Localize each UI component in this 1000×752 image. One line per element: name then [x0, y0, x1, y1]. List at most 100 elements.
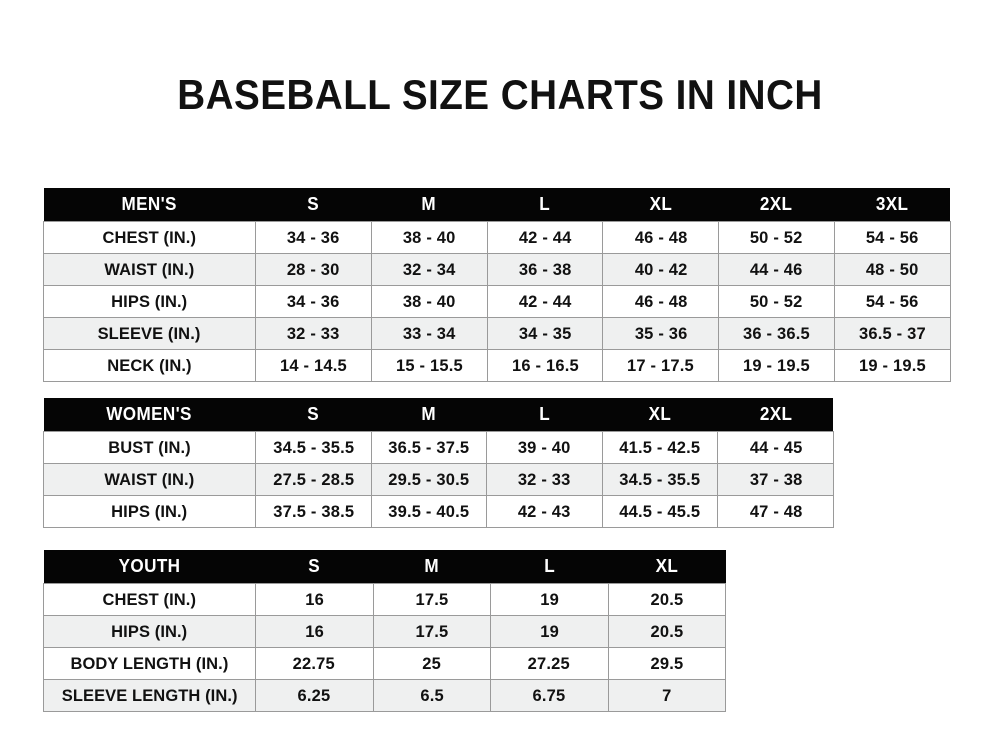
row-label: HIPS (IN.)	[43, 615, 256, 648]
youth-table-header: YOUTH S M L XL	[43, 550, 726, 584]
row-label: HIPS (IN.)	[43, 495, 256, 528]
cell-value: 16	[255, 615, 374, 648]
cell-value: 20.5	[607, 583, 726, 616]
table-header-row: MEN'S S M L XL 2XL 3XL	[43, 188, 951, 222]
cell-value-text: 19	[539, 589, 559, 609]
cell-value-text: 39.5 - 40.5	[388, 501, 470, 521]
cell-value-text: 19 - 19.5	[858, 355, 926, 375]
cell-value-text: 6.75	[532, 685, 566, 705]
cell-value-text: 35 - 36	[634, 323, 688, 343]
cell-value: 16 - 16.5	[486, 349, 604, 382]
cell-value: 46 - 48	[602, 285, 720, 318]
row-label: NECK (IN.)	[43, 349, 256, 382]
cell-value: 29.5	[607, 647, 726, 680]
column-header-2xl-text: 2XL	[760, 194, 793, 214]
cell-value: 37.5 - 38.5	[255, 495, 372, 528]
cell-value-text: 7	[662, 685, 672, 705]
column-header-2xl-text: 2XL	[759, 404, 792, 424]
cell-value-text: 20.5	[650, 621, 684, 641]
cell-value-text: 14 - 14.5	[279, 355, 347, 375]
cell-value: 27.25	[490, 647, 609, 680]
cell-value-text: 38 - 40	[402, 291, 456, 311]
column-header-2xl: 2XL	[718, 188, 835, 222]
row-label: SLEEVE (IN.)	[43, 317, 256, 350]
cell-value-text: 15 - 15.5	[395, 355, 463, 375]
cell-value-text: 46 - 48	[634, 291, 688, 311]
cell-value-text: 17.5	[415, 589, 449, 609]
womens-table-body: BUST (IN.) 34.5 - 35.5 36.5 - 37.5 39 - …	[43, 431, 834, 528]
cell-value-text: 29.5	[650, 653, 684, 673]
cell-value: 42 - 44	[486, 221, 604, 254]
column-header-3xl-text: 3XL	[876, 194, 909, 214]
row-label: BUST (IN.)	[43, 431, 256, 464]
cell-value-text: 54 - 56	[866, 227, 919, 247]
cell-value: 50 - 52	[718, 221, 835, 254]
cell-value: 27.5 - 28.5	[255, 463, 372, 496]
table-row: HIPS (IN.) 37.5 - 38.5 39.5 - 40.5 42 - …	[43, 495, 834, 528]
cell-value: 36 - 36.5	[718, 317, 835, 350]
column-header-s: S	[255, 188, 372, 222]
cell-value-text: 25	[422, 653, 442, 673]
column-header-m: M	[371, 398, 487, 432]
column-header-l: L	[486, 398, 603, 432]
cell-value-text: 17 - 17.5	[627, 355, 695, 375]
cell-value-text: 36.5 - 37	[858, 323, 926, 343]
cell-value-text: 34.5 - 35.5	[272, 437, 354, 457]
cell-value: 37 - 38	[717, 463, 834, 496]
youth-table-body: CHEST (IN.) 16 17.5 19 20.5 HIPS (IN.) 1…	[43, 583, 726, 712]
row-label-text: CHEST (IN.)	[102, 589, 197, 609]
row-label-text: HIPS (IN.)	[111, 621, 188, 641]
cell-value: 17.5	[372, 583, 491, 616]
column-header-m-text: M	[421, 194, 437, 214]
mens-table-title-text: MEN'S	[121, 194, 178, 214]
cell-value-text: 50 - 52	[750, 227, 803, 247]
table-row: SLEEVE LENGTH (IN.) 6.25 6.5 6.75 7	[43, 679, 726, 712]
cell-value-text: 47 - 48	[749, 501, 803, 521]
cell-value: 35 - 36	[602, 317, 720, 350]
cell-value-text: 19 - 19.5	[743, 355, 810, 375]
column-header-2xl: 2XL	[717, 398, 834, 432]
cell-value: 19	[490, 615, 609, 648]
cell-value: 36.5 - 37.5	[370, 431, 488, 464]
cell-value: 34.5 - 35.5	[255, 431, 372, 464]
cell-value-text: 36 - 38	[518, 259, 572, 279]
cell-value: 48 - 50	[833, 253, 951, 286]
column-header-l: L	[487, 188, 603, 222]
row-label-text: HIPS (IN.)	[111, 501, 188, 521]
cell-value: 46 - 48	[602, 221, 720, 254]
cell-value-text: 48 - 50	[866, 259, 919, 279]
cell-value-text: 39 - 40	[518, 437, 571, 457]
cell-value: 36 - 38	[486, 253, 604, 286]
column-header-xl: XL	[602, 188, 719, 222]
cell-value-text: 28 - 30	[287, 259, 340, 279]
column-header-m: M	[373, 550, 491, 584]
cell-value: 16	[255, 583, 374, 616]
cell-value-text: 40 - 42	[634, 259, 688, 279]
cell-value-text: 42 - 43	[518, 501, 571, 521]
cell-value-text: 32 - 33	[287, 323, 340, 343]
cell-value-text: 37.5 - 38.5	[272, 501, 354, 521]
column-header-s: S	[255, 550, 373, 584]
table-row: BUST (IN.) 34.5 - 35.5 36.5 - 37.5 39 - …	[43, 431, 834, 464]
column-header-xl-text: XL	[649, 194, 673, 214]
row-label: CHEST (IN.)	[43, 221, 256, 254]
cell-value: 22.75	[255, 647, 374, 680]
cell-value: 6.25	[255, 679, 374, 712]
cell-value-text: 44.5 - 45.5	[619, 501, 701, 521]
column-header-xl-text: XL	[648, 404, 672, 424]
cell-value-text: 32 - 34	[402, 259, 456, 279]
table-row: BODY LENGTH (IN.) 22.75 25 27.25 29.5	[43, 647, 726, 680]
column-header-xl: XL	[608, 550, 726, 584]
table-row: SLEEVE (IN.) 32 - 33 33 - 34 34 - 35 35 …	[43, 317, 951, 350]
cell-value-text: 34 - 36	[287, 291, 340, 311]
cell-value-text: 27.5 - 28.5	[272, 469, 354, 489]
column-header-m-text: M	[424, 556, 440, 576]
cell-value: 6.5	[372, 679, 491, 712]
column-header-l-text: L	[543, 556, 555, 576]
cell-value-text: 42 - 44	[518, 291, 572, 311]
cell-value-text: 22.75	[293, 653, 336, 673]
cell-value: 54 - 56	[833, 221, 951, 254]
cell-value-text: 44 - 45	[749, 437, 803, 457]
row-label-text: WAIST (IN.)	[104, 259, 195, 279]
mens-size-table: MEN'S S M L XL 2XL 3XL CHEST (IN.) 34 - …	[43, 188, 951, 382]
